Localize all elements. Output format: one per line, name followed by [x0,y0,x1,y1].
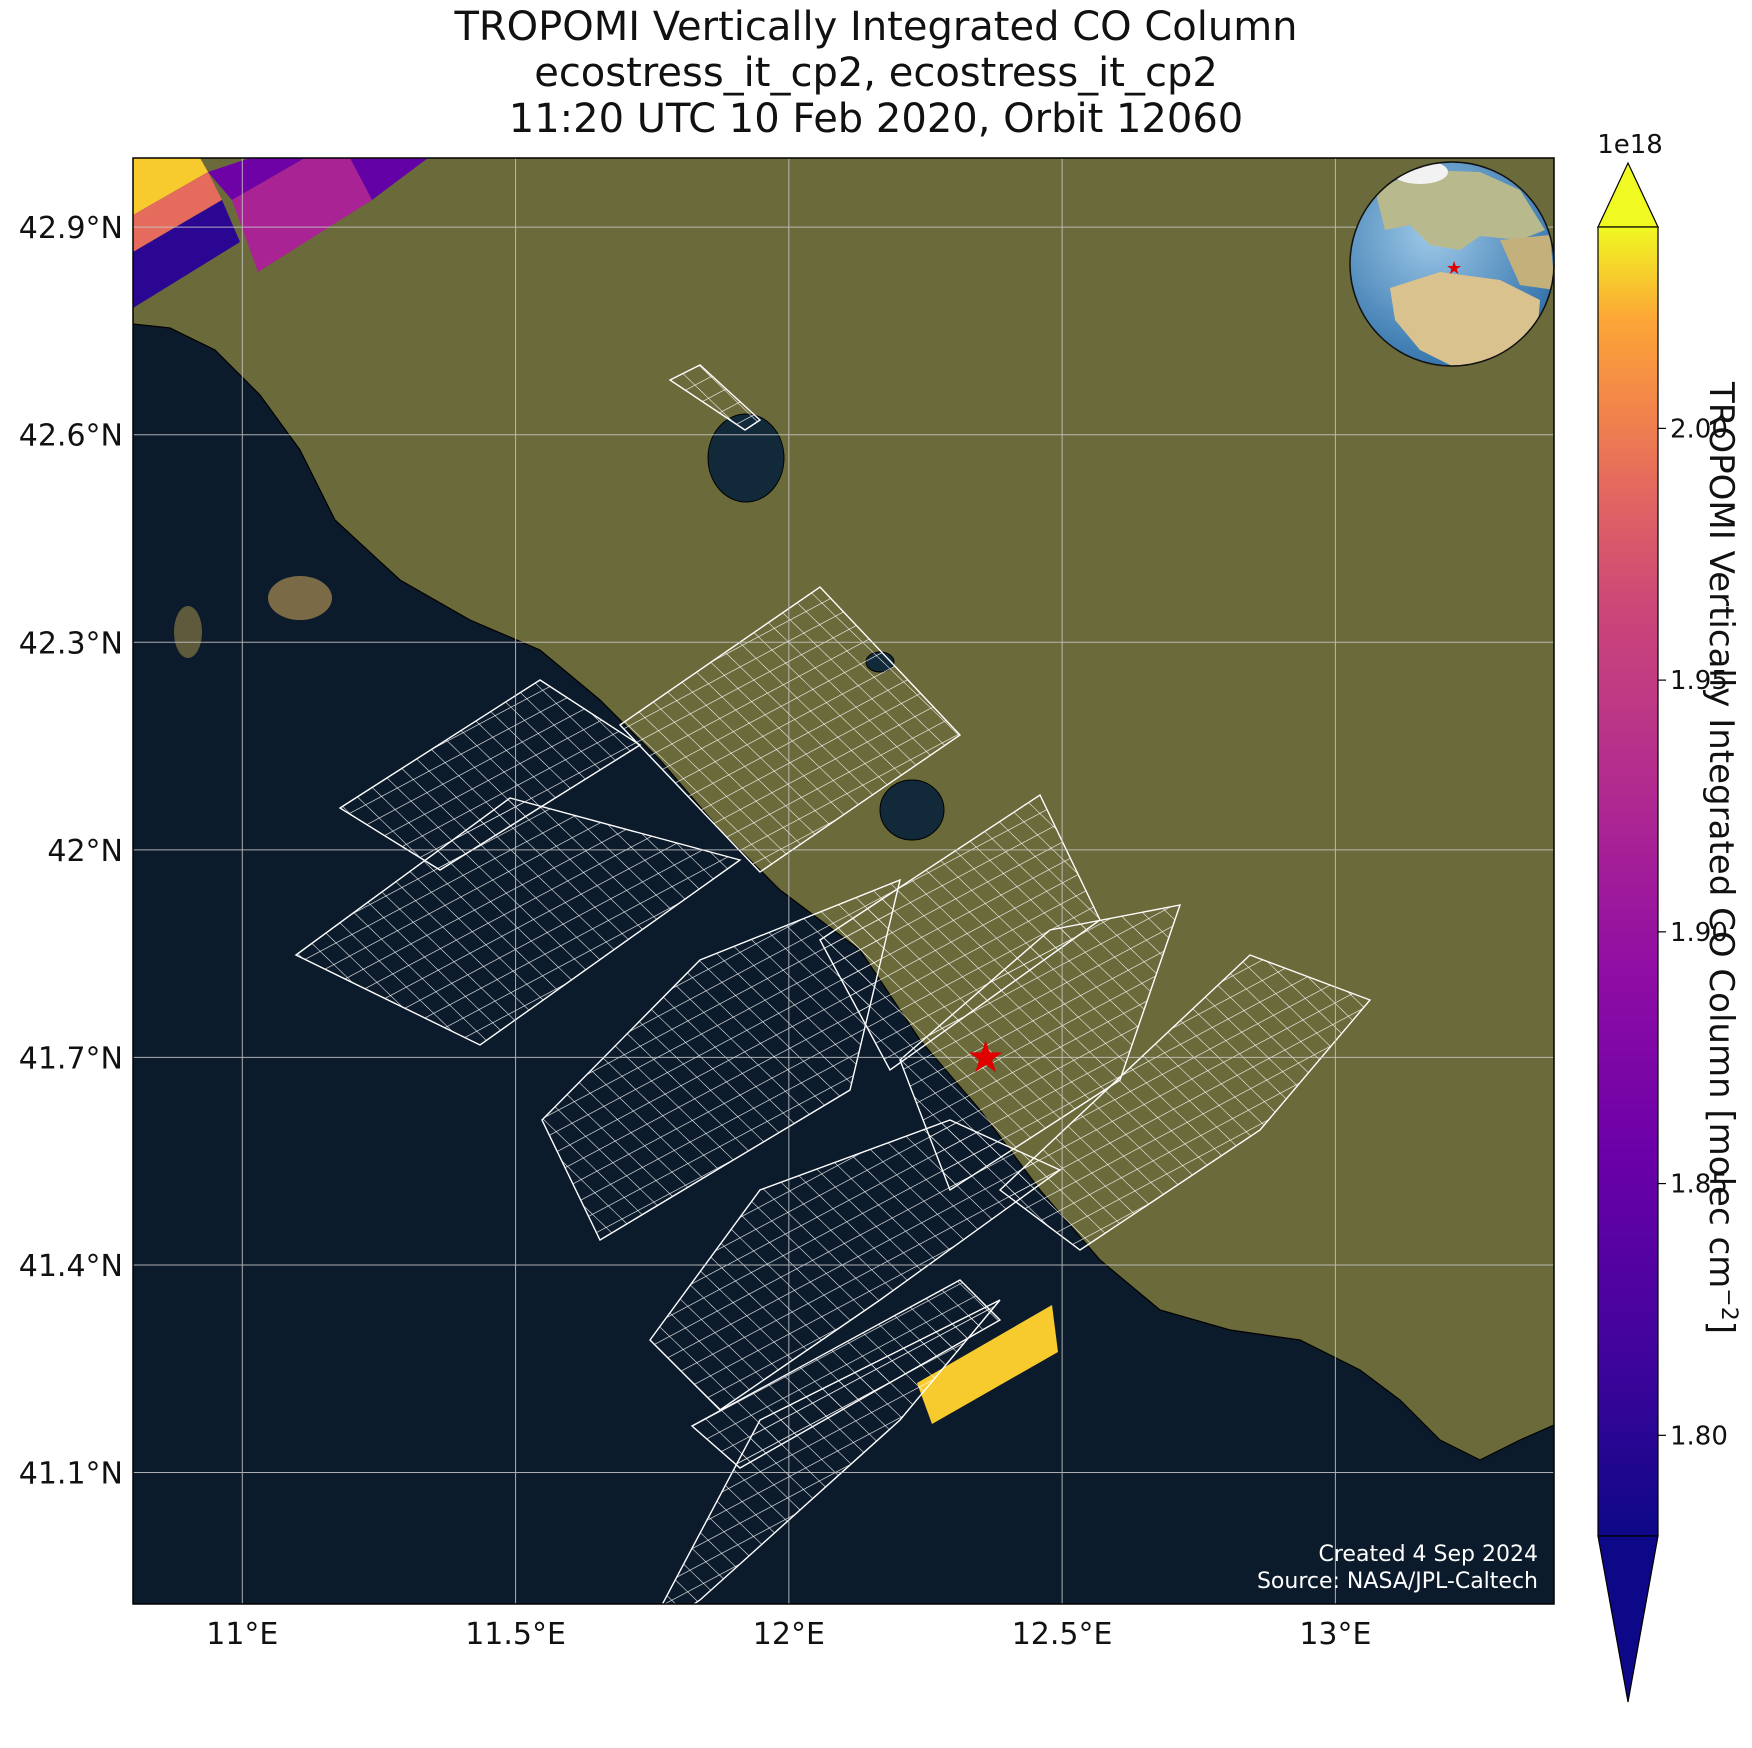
title-line-1: TROPOMI Vertically Integrated CO Column [454,4,1298,50]
latitude-tick-labels: 42.9°N 42.6°N 42.3°N 42°N 41.7°N 41.4°N 41.1°N [19,211,123,1491]
footprint-scene [998,954,1372,1251]
longitude-tick-label: 11°E [206,1617,278,1652]
latitude-tick-label: 41.1°N [19,1457,123,1492]
lake-bracciano [879,779,945,841]
footprint-scene [668,364,762,431]
map-panel: Source: NASA/JPL-Caltech Created 4 Sep 2… [133,158,1554,1604]
map-title: TROPOMI Vertically Integrated CO Column … [0,4,1752,142]
longitude-tick-label: 13°E [1299,1617,1371,1652]
latitude-tick-label: 42.9°N [19,211,123,246]
globe-europe [1375,170,1545,250]
co-pixel [917,1305,1058,1424]
globe-middle-east [1500,235,1554,290]
co-pixel [350,158,428,200]
footprint-scene [661,1299,1001,1604]
monte-argentario [268,576,332,620]
colorbar-tick-label: 1.80 [1670,1421,1728,1451]
colorbar-tick-label: 2.00 [1670,414,1728,444]
footprint-grid-layer [294,364,1372,1604]
latitude-tick-label: 41.4°N [19,1249,123,1284]
credit-created: Created 4 Sep 2024 [1319,1542,1539,1567]
globe-outline [1349,161,1555,367]
credit-source: Source: NASA/JPL-Caltech [1257,1569,1538,1594]
co-pixel [208,158,305,200]
colorbar-extend-max [1597,161,1659,228]
colorbar-scale-exponent: 1e18 [1597,130,1663,160]
title-line-2: ecostress_it_cp2, ecostress_it_cp2 [534,50,1218,96]
globe-site-marker: ★ [1446,258,1462,279]
globe-africa [1390,272,1540,366]
map-frame [132,157,1555,1605]
colorbar-gradient [1597,226,1659,1537]
co-pixel [133,172,222,252]
giglio-island [174,606,202,658]
latitude-tick-label: 42.6°N [19,419,123,454]
site-star-marker: ★ [966,1032,1005,1083]
longitude-tick-label: 11.5°E [465,1617,566,1652]
colorbar-tick-label: 1.90 [1670,918,1728,948]
longitude-tick-label: 12.5°E [1012,1617,1113,1652]
colorbar-tick-label: 1.85 [1670,1170,1728,1200]
latitude-tick-label: 42°N [47,834,123,869]
colorbar-tick-label: 1.95 [1670,666,1728,696]
colorbar-extend-min [1597,1535,1659,1703]
co-pixel [232,158,372,272]
longitude-tick-labels: 11°E 11.5°E 12°E 12.5°E 13°E [206,1617,1371,1652]
colorbar-label: TROPOMI Vertically Integrated CO Column … [1701,381,1741,1334]
latitude-tick-label: 41.7°N [19,1041,123,1076]
graticule [133,158,1554,1604]
title-line-3: 11:20 UTC 10 Feb 2020, Orbit 12060 [508,96,1244,142]
colorbar: 1.80 1.85 1.90 1.95 2.00 1e18 TROPOMI Vertic… [1597,130,1741,1703]
longitude-tick-label: 12°E [753,1617,825,1652]
footprint-scene [618,586,962,873]
co-pixel [133,158,208,215]
latitude-tick-label: 42.3°N [19,626,123,661]
